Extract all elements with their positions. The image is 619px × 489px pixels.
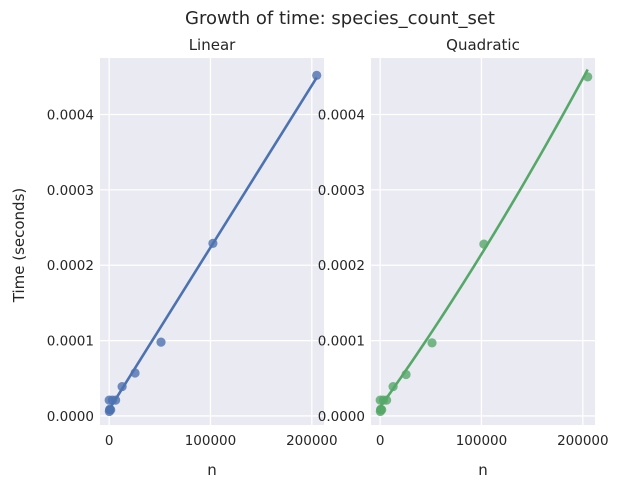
y-ticks-quadratic: 0.0000 0.0001 0.0002 0.0003 0.0004 xyxy=(318,108,365,425)
y-tick-label: 0.0002 xyxy=(318,258,365,274)
x-axis-label-quadratic: n xyxy=(478,461,488,479)
data-point xyxy=(208,238,218,248)
y-tick-label: 0.0001 xyxy=(318,334,365,350)
subplot-title-quadratic: Quadratic xyxy=(446,36,520,54)
data-point xyxy=(479,239,489,249)
data-point xyxy=(130,368,140,378)
y-tick-label: 0.0003 xyxy=(47,183,94,199)
subplot-linear: 0 100000 200000 0.00000.00010.00020.00030.… xyxy=(47,36,338,479)
x-tick-label: 0 xyxy=(376,433,385,449)
y-ticks-linear: 0.0000 0.0001 0.0002 0.0003 0.0004 xyxy=(47,108,94,425)
data-point xyxy=(401,369,411,380)
x-tick-label: 200000 xyxy=(286,433,338,449)
x-axis-label-linear: n xyxy=(207,461,217,479)
data-point xyxy=(156,337,166,347)
x-tick-label: 100000 xyxy=(456,433,508,449)
data-point xyxy=(106,405,116,415)
figure-title: Growth of time: species_count_set xyxy=(185,8,495,29)
data-point xyxy=(382,395,392,405)
y-tick-label: 0.0001 xyxy=(47,334,94,350)
y-tick-label: 0.0002 xyxy=(47,258,94,274)
x-tick-label: 200000 xyxy=(557,433,609,449)
subplot-quadratic: 0 100000 200000 0.00000.00010.00020.00030.… xyxy=(318,36,609,479)
y-tick-label: 0.0000 xyxy=(318,409,365,425)
x-tick-label: 100000 xyxy=(185,433,237,449)
points-linear xyxy=(104,70,322,417)
y-tick-label: 0.0004 xyxy=(47,108,94,124)
data-point xyxy=(583,72,593,82)
points-quadratic xyxy=(375,72,593,417)
data-point xyxy=(111,395,121,405)
fit-line-quadratic xyxy=(379,68,589,408)
y-axis-label: Time (seconds) xyxy=(10,188,28,304)
y-tick-label: 0.0003 xyxy=(318,183,365,199)
y-tick-label: 0.0000 xyxy=(47,409,94,425)
x-ticks-quadratic: 0 100000 200000 xyxy=(376,433,609,449)
data-point xyxy=(312,70,322,80)
data-point xyxy=(377,405,387,415)
data-point xyxy=(117,381,127,392)
subplot-title-linear: Linear xyxy=(189,36,236,54)
y-tick-label: 0.0004 xyxy=(318,108,365,124)
x-ticks-linear: 0 100000 200000 xyxy=(105,433,338,449)
data-point xyxy=(427,338,437,348)
data-point xyxy=(388,381,398,392)
x-tick-label: 0 xyxy=(105,433,114,449)
